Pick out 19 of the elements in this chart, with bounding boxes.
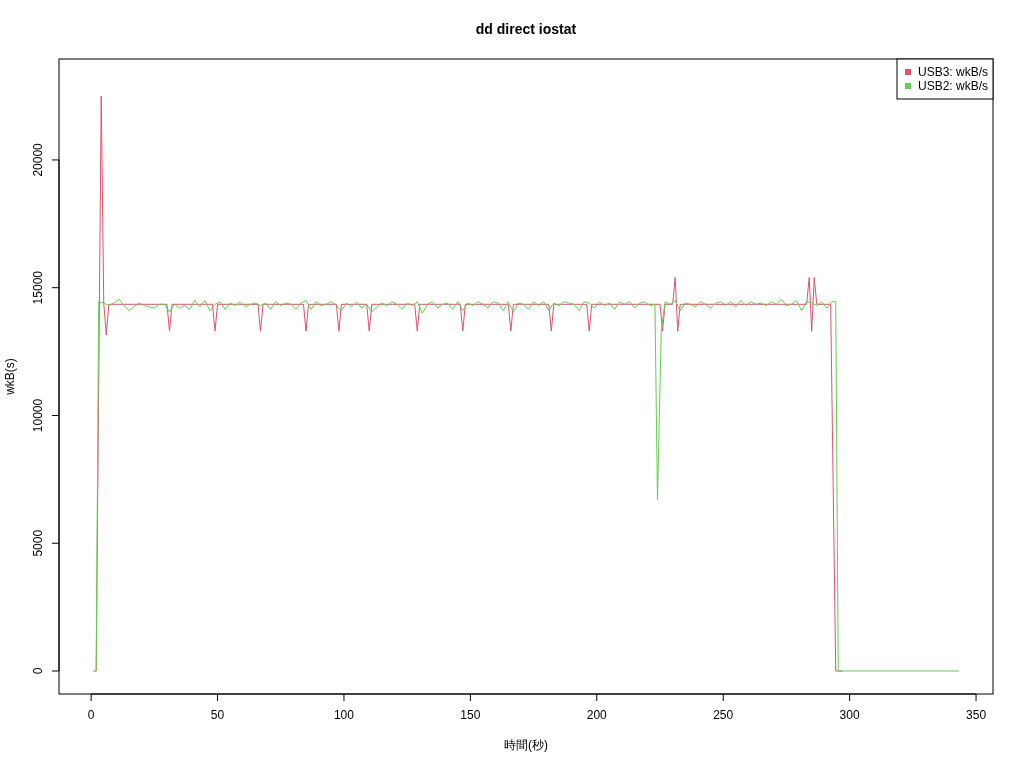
x-tick-label: 250	[713, 708, 734, 722]
x-tick-label: 50	[210, 708, 225, 722]
y-tick-label: 0	[31, 667, 45, 675]
y-tick-label: 10000	[31, 398, 45, 433]
y-tick-label: 15000	[31, 270, 45, 305]
x-tick-label: 0	[87, 708, 95, 722]
x-tick-label: 350	[966, 708, 987, 722]
x-axis-title: 時間(秒)	[504, 738, 548, 752]
x-tick-label: 300	[839, 708, 860, 722]
y-tick-label: 5000	[31, 529, 45, 557]
line-series	[95, 298, 959, 672]
y-tick-label: 20000	[31, 142, 45, 177]
x-tick-label: 100	[333, 708, 355, 722]
x-tick-label: 200	[586, 708, 608, 722]
y-axis-title: wkB(s)	[3, 358, 17, 396]
legend-label: USB2: wkB/s	[918, 79, 989, 93]
chart-title: dd direct iostat	[475, 21, 577, 37]
x-tick-label: 150	[460, 708, 481, 722]
legend-label: USB3: wkB/s	[918, 65, 989, 79]
